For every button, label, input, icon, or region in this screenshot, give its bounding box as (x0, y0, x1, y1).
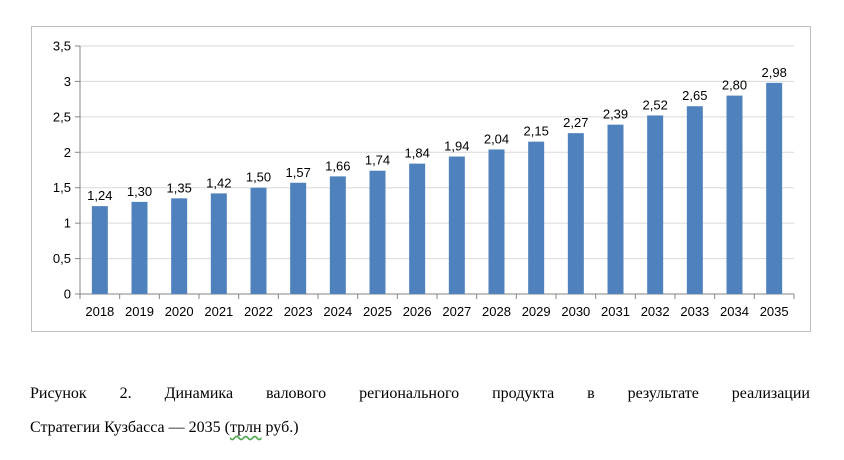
x-tick-label: 2035 (760, 304, 789, 319)
data-label: 2,98 (762, 65, 787, 80)
data-label: 1,30 (127, 184, 152, 199)
data-label: 1,35 (167, 180, 192, 195)
bar (329, 176, 346, 294)
data-label: 2,27 (563, 115, 588, 130)
y-tick-label: 3 (64, 74, 71, 89)
bar (726, 95, 743, 294)
bar (91, 206, 108, 294)
x-tick-label: 2023 (284, 304, 313, 319)
bar (448, 156, 465, 294)
data-label: 1,84 (405, 146, 430, 161)
y-tick-label: 1,5 (53, 180, 71, 195)
figure-caption: Рисунок 2. Динамика валового регионально… (30, 377, 810, 445)
chart-frame: 0 0,5 1 1,5 2 2,5 3 3,5 1,24 1,30 1,35 1,42 1,50 1,5… (31, 26, 811, 332)
x-tick-label: 2019 (125, 304, 154, 319)
y-tick-label: 2 (64, 145, 71, 160)
caption-unit-word: трлн (229, 419, 262, 436)
y-tick-label: 0 (64, 287, 71, 302)
data-label: 1,57 (286, 165, 311, 180)
bar (290, 182, 307, 294)
bar (369, 170, 386, 294)
y-tick-label: 0,5 (53, 251, 71, 266)
x-tick-label: 2026 (403, 304, 432, 319)
caption-line-2-start: Стратегии Кузбасса — 2035 ( (30, 419, 230, 436)
x-tick-label: 2018 (85, 304, 114, 319)
data-label: 1,66 (325, 158, 350, 173)
x-tick-label: 2028 (482, 304, 511, 319)
bars (91, 82, 783, 294)
data-label: 2,04 (484, 131, 509, 146)
x-tick-label: 2020 (165, 304, 194, 319)
x-tick-label: 2027 (442, 304, 471, 319)
bar (409, 163, 426, 294)
data-labels: 1,24 1,30 1,35 1,42 1,50 1,57 1,66 1,74 1,84 1,94… (87, 65, 787, 203)
bar (171, 198, 188, 294)
data-label: 1,24 (87, 188, 112, 203)
caption-line-1: Рисунок 2. Динамика валового регионально… (30, 385, 810, 402)
bar (210, 193, 227, 294)
caption-line-2: Стратегии Кузбасса — 2035 (трлн руб.) (30, 411, 810, 445)
data-label: 2,39 (603, 107, 628, 122)
caption-line-2-end: руб.) (261, 419, 299, 436)
data-label: 1,42 (206, 175, 231, 190)
bar-chart: 0 0,5 1 1,5 2 2,5 3 3,5 1,24 1,30 1,35 1,42 1,50 1,5… (53, 39, 795, 319)
data-label: 1,74 (365, 153, 390, 168)
axes (75, 45, 795, 299)
x-tick-label: 2022 (244, 304, 273, 319)
data-label: 2,15 (524, 124, 549, 139)
bar (250, 187, 267, 294)
bar (567, 133, 584, 294)
x-tick-label: 2024 (323, 304, 352, 319)
data-label: 1,94 (444, 139, 469, 154)
bar (647, 115, 664, 294)
y-tick-label: 3,5 (53, 39, 71, 54)
bar (488, 149, 505, 294)
gridlines (80, 45, 794, 260)
x-tick-label: 2031 (601, 304, 630, 319)
bar (131, 201, 148, 294)
bar (766, 82, 783, 294)
bar (607, 124, 624, 294)
x-tick-label: 2021 (204, 304, 233, 319)
y-tick-label: 1 (64, 216, 71, 231)
x-tick-label: 2034 (720, 304, 749, 319)
x-tick-label: 2029 (522, 304, 551, 319)
data-label: 2,65 (682, 88, 707, 103)
x-tick-labels: 2018 2019 2020 2021 2022 2023 2024 2025 2026 2027… (85, 304, 788, 319)
x-tick-label: 2030 (561, 304, 590, 319)
y-tick-labels: 0 0,5 1 1,5 2 2,5 3 3,5 (53, 39, 71, 302)
y-tick-label: 2,5 (53, 109, 71, 124)
data-label: 1,50 (246, 170, 271, 185)
bar (686, 106, 703, 294)
x-tick-label: 2033 (680, 304, 709, 319)
x-tick-label: 2032 (641, 304, 670, 319)
x-tick-label: 2025 (363, 304, 392, 319)
data-label: 2,52 (643, 97, 668, 112)
data-label: 2,80 (722, 78, 747, 93)
bar (528, 141, 545, 294)
